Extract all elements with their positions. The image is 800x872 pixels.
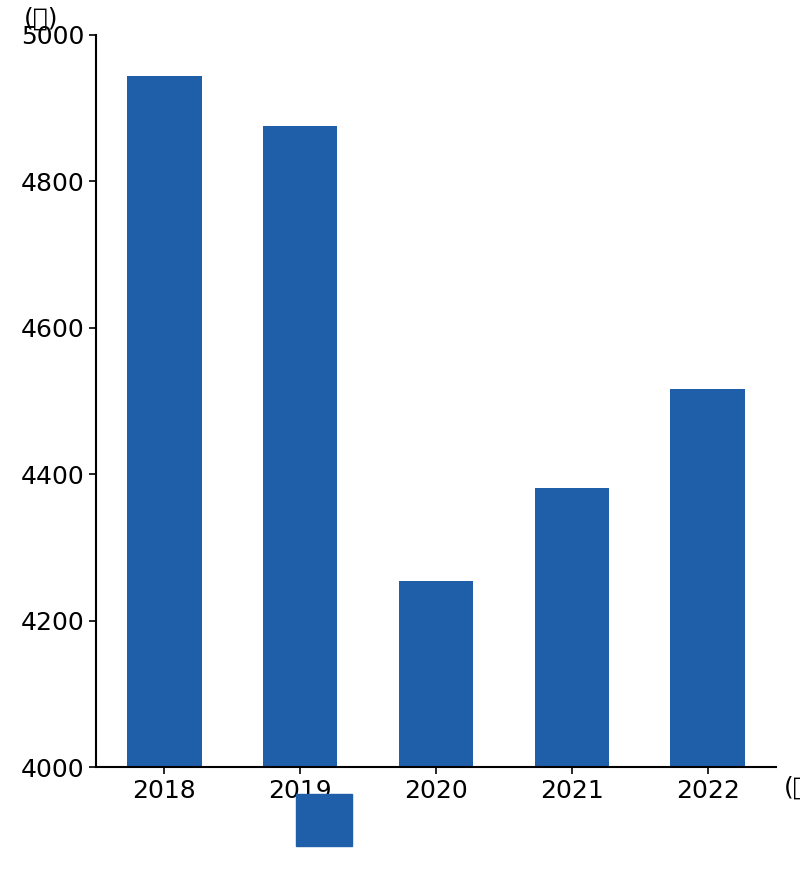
Bar: [670, 390, 745, 872]
Text: (年度): (年度): [784, 776, 800, 800]
Bar: [127, 76, 202, 872]
Bar: [534, 487, 610, 872]
Bar: [398, 581, 474, 872]
Bar: [296, 794, 352, 846]
Text: (件): (件): [24, 6, 58, 31]
Bar: [262, 126, 338, 872]
